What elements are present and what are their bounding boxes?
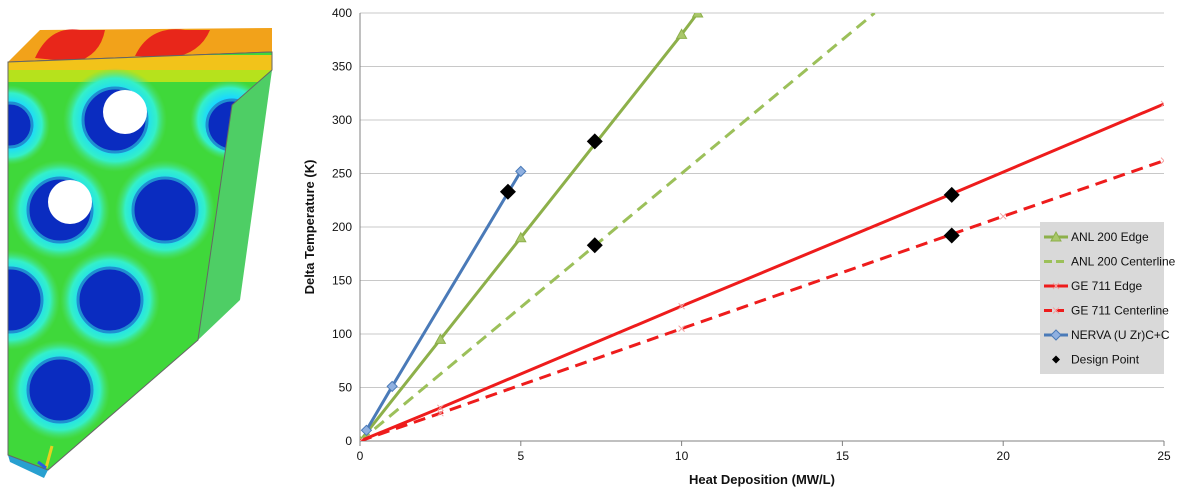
- triangle-marker: [675, 28, 688, 39]
- fea-hot-spot: [35, 29, 105, 63]
- diamond-marker: [386, 380, 398, 393]
- x-tick-label: 15: [836, 449, 850, 463]
- x-marker: [999, 212, 1007, 220]
- x-tick-label: 20: [997, 449, 1011, 463]
- y-tick-label: 350: [332, 60, 352, 74]
- series-line: [360, 13, 876, 441]
- triangle-marker: [434, 333, 447, 344]
- design-point-marker: [943, 227, 960, 244]
- series-lines: [360, 13, 1164, 441]
- fea-hot-spot: [135, 29, 210, 58]
- fea-coolant-hole: [8, 101, 34, 149]
- legend-label: GE 711 Edge: [1071, 279, 1142, 293]
- y-tick-label: 250: [332, 167, 352, 181]
- legend-label: NERVA (U Zr)C+C: [1071, 328, 1170, 342]
- legend-swatch: [1052, 355, 1060, 364]
- series-line: [365, 170, 523, 432]
- grid-lines: [360, 12, 1164, 388]
- triangle-marker: [514, 231, 527, 243]
- x-marker: [360, 437, 364, 441]
- design-point-marker: [586, 133, 603, 150]
- y-tick-labels: 0 50 100 150 200 250 300 350 400: [332, 6, 352, 448]
- x-tick-label: 25: [1157, 449, 1171, 463]
- legend: ANL 200 Edge ANL 200 Centerline GE 711 Edg…: [1040, 222, 1176, 374]
- x-axis-title: Heat Deposition (MW/L): [689, 472, 835, 487]
- triangle-marker: [1050, 230, 1062, 242]
- legend-label: ANL 200 Edge: [1071, 230, 1149, 244]
- design-point-marker: [943, 186, 960, 203]
- fea-coolant-hole: [76, 266, 144, 334]
- x-marker: [437, 409, 444, 417]
- y-tick-label: 400: [332, 6, 352, 20]
- x-marker: [1052, 282, 1060, 290]
- diamond-marker: [1050, 329, 1062, 341]
- fea-side-face: [198, 70, 272, 340]
- triangle-marker: [691, 13, 704, 18]
- diamond-marker: [360, 424, 373, 437]
- fea-coolant-hole: [26, 356, 94, 424]
- x-tick-label: 0: [357, 449, 364, 463]
- y-tick-label: 150: [332, 274, 352, 288]
- y-tick-label: 50: [339, 381, 353, 395]
- legend-label: Design Point: [1071, 353, 1140, 367]
- y-tick-label: 0: [345, 434, 352, 448]
- y-tick-label: 300: [332, 113, 352, 127]
- legend-label: ANL 200 Centerline: [1071, 255, 1176, 269]
- y-axis-title: Delta Temperature (K): [302, 160, 317, 295]
- legend-box: [1040, 222, 1164, 374]
- axes: [359, 13, 1165, 446]
- x-tick-label: 10: [675, 449, 689, 463]
- x-marker: [1052, 307, 1060, 314]
- x-marker: [678, 325, 685, 333]
- design-point-marker: [499, 183, 516, 200]
- x-marker: [1160, 100, 1164, 108]
- x-tick-label: 5: [517, 449, 524, 463]
- x-marker: [1160, 157, 1164, 165]
- series-markers: [499, 133, 960, 254]
- design-point-marker: [586, 237, 603, 254]
- fea-coolant-hole: [131, 176, 199, 244]
- x-tick-labels: 0 5 10 15 20 25: [357, 449, 1171, 463]
- fea-coolant-hole: [8, 266, 44, 334]
- diamond-marker: [515, 165, 527, 178]
- y-tick-label: 200: [332, 220, 352, 234]
- fea-axis-triad: [44, 445, 54, 469]
- y-tick-label: 100: [332, 327, 352, 341]
- x-marker: [678, 302, 685, 310]
- x-marker: [437, 404, 444, 412]
- legend-label: GE 711 Centerline: [1071, 304, 1169, 318]
- fea-contour-image: [7, 28, 273, 478]
